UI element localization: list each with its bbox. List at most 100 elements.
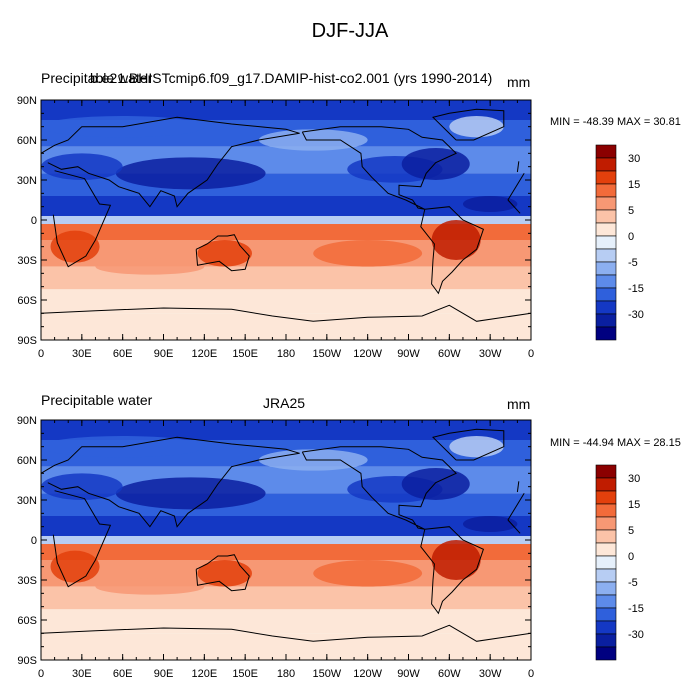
p1-coast-2-0 bbox=[195, 234, 250, 272]
p1-coast-4-0 bbox=[420, 206, 485, 295]
p2-swatch-4 bbox=[595, 516, 617, 531]
p2-coast-5-0 bbox=[432, 428, 505, 461]
p1-lon-label-6: 180 bbox=[277, 348, 295, 360]
p2-lon-label-7: 150W bbox=[312, 668, 341, 680]
p2-lon-label-3: 90E bbox=[154, 668, 174, 680]
p2-cbar-label-0: 30 bbox=[628, 473, 640, 485]
p1-swatch-12 bbox=[595, 300, 617, 315]
p1-swatch-8 bbox=[595, 248, 617, 263]
p1-contour-7 bbox=[50, 230, 100, 263]
p2-swatch-3 bbox=[595, 503, 617, 518]
panel2-minmax-text: MIN = -44.94 MAX = 28.15 bbox=[550, 437, 681, 449]
p1-swatch-14 bbox=[595, 326, 617, 341]
p1-cbar-label-5: -15 bbox=[628, 283, 644, 295]
p2-swatch-7 bbox=[595, 555, 617, 570]
p1-field bbox=[41, 100, 531, 340]
p2-swatch-6 bbox=[595, 542, 617, 557]
p1-swatch-1 bbox=[595, 157, 617, 172]
p1-swatch-9 bbox=[595, 261, 617, 276]
p2-contour-1 bbox=[41, 473, 123, 500]
p1-band-5 bbox=[41, 216, 531, 224]
p2-contour-11 bbox=[95, 578, 205, 595]
p1-contour-12 bbox=[462, 196, 518, 212]
panel1-minmax-text: MIN = -48.39 MAX = 30.81 bbox=[550, 116, 681, 128]
p2-lon-label-6: 180 bbox=[277, 668, 295, 680]
p1-lon-label-9: 90W bbox=[397, 348, 420, 360]
p1-lon-label-4: 120E bbox=[191, 348, 217, 360]
p2-swatch-13 bbox=[595, 633, 617, 648]
panel2-colorbar: 30 15 5 0 -5 -15 -30 bbox=[595, 464, 644, 661]
p1-cbar-label-3: 0 bbox=[628, 231, 634, 243]
p1-swatch-5 bbox=[595, 209, 617, 224]
p1-contour-3 bbox=[401, 148, 470, 180]
p1-lat-label-3: 0 bbox=[31, 215, 37, 227]
p1-lon-label-2: 60E bbox=[113, 348, 133, 360]
p2-lon-label-0: 0 bbox=[38, 668, 44, 680]
p1-swatch-7 bbox=[595, 235, 617, 250]
p2-band-4 bbox=[41, 516, 531, 536]
p2-contour-0 bbox=[115, 477, 266, 510]
p2-band-3 bbox=[41, 493, 531, 516]
p1-cbar-label-0: 30 bbox=[628, 153, 640, 165]
panel1-variable-label: Precipitable water bbox=[41, 70, 153, 86]
p1-coast-3-0 bbox=[301, 126, 457, 210]
p2-swatch-0 bbox=[595, 464, 617, 479]
p1-cbar-label-6: -30 bbox=[628, 309, 644, 321]
p1-lat-label-6: 90S bbox=[17, 335, 37, 347]
p2-swatch-5 bbox=[595, 529, 617, 544]
p1-lat-label-0: 90N bbox=[17, 95, 37, 107]
p2-lat-label-0: 90N bbox=[17, 415, 37, 427]
p1-lon-label-3: 90E bbox=[154, 348, 174, 360]
p1-cbar-label-2: 5 bbox=[628, 205, 634, 217]
p2-lon-label-12: 0 bbox=[528, 668, 534, 680]
p2-coast-0-0 bbox=[507, 493, 525, 521]
panel2-variable-label: Precipitable water bbox=[41, 392, 153, 408]
p2-coast-1-0 bbox=[516, 481, 520, 493]
p2-coast-0-2 bbox=[507, 519, 521, 534]
p2-contour-9 bbox=[431, 540, 481, 580]
p1-contour-9 bbox=[431, 220, 481, 260]
p2-cbar-label-5: -15 bbox=[628, 603, 644, 615]
p1-lat-label-2: 30N bbox=[17, 175, 37, 187]
p2-lon-label-10: 60W bbox=[438, 668, 461, 680]
p1-lat-label-5: 60S bbox=[17, 295, 37, 307]
p1-swatch-0 bbox=[595, 144, 617, 159]
p2-lon-label-4: 120E bbox=[191, 668, 217, 680]
p2-lat-label-5: 60S bbox=[17, 615, 37, 627]
p1-lon-label-11: 30W bbox=[479, 348, 502, 360]
p2-cbar-label-1: 15 bbox=[628, 499, 640, 511]
p2-cbar-label-3: 0 bbox=[628, 551, 634, 563]
p2-contour-10 bbox=[313, 560, 423, 587]
p2-coast-4-0 bbox=[420, 526, 485, 615]
p2-coastlines bbox=[40, 428, 532, 642]
panel1-colorbar: 30 15 5 0 -5 -15 -30 bbox=[595, 144, 644, 341]
p2-contour-12 bbox=[462, 516, 518, 532]
p1-swatch-6 bbox=[595, 222, 617, 237]
p1-lon-label-8: 120W bbox=[353, 348, 382, 360]
p2-band-6 bbox=[41, 544, 531, 560]
p2-cbar-label-6: -30 bbox=[628, 629, 644, 641]
p1-lon-label-1: 30E bbox=[72, 348, 92, 360]
p1-contour-4 bbox=[449, 116, 504, 138]
p1-contour-8 bbox=[197, 240, 252, 267]
p1-band-6 bbox=[41, 224, 531, 240]
p2-contour-7 bbox=[50, 550, 100, 583]
p1-swatch-4 bbox=[595, 196, 617, 211]
p2-lat-label-4: 30S bbox=[17, 575, 37, 587]
p2-lat-label-6: 90S bbox=[17, 655, 37, 667]
p2-lon-label-11: 30W bbox=[479, 668, 502, 680]
p1-lat-label-1: 60N bbox=[17, 135, 37, 147]
p1-coast-0-1 bbox=[52, 170, 112, 268]
p1-lat-label-4: 30S bbox=[17, 255, 37, 267]
p2-swatch-1 bbox=[595, 477, 617, 492]
p1-cbar-label-4: -5 bbox=[628, 257, 638, 269]
p1-band-3 bbox=[41, 173, 531, 196]
p2-lon-label-8: 120W bbox=[353, 668, 382, 680]
p2-cbar-label-2: 5 bbox=[628, 525, 634, 537]
p2-lon-label-1: 30E bbox=[72, 668, 92, 680]
p2-swatch-9 bbox=[595, 581, 617, 596]
p2-lon-label-2: 60E bbox=[113, 668, 133, 680]
p1-contour-0 bbox=[115, 157, 266, 190]
p2-coast-1-1 bbox=[40, 436, 300, 528]
